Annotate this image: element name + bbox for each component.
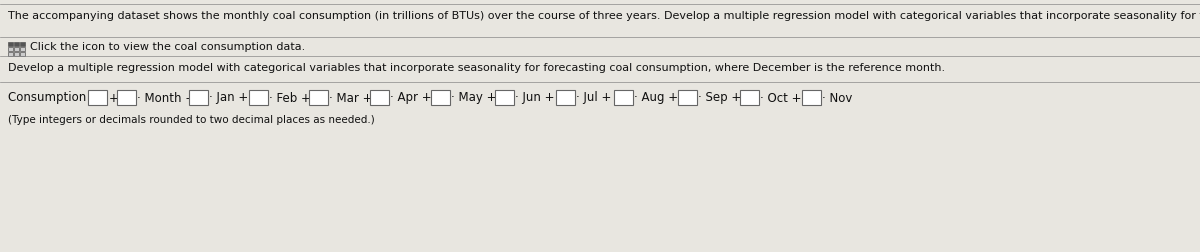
FancyBboxPatch shape (248, 90, 268, 105)
FancyBboxPatch shape (739, 90, 758, 105)
Text: Click the icon to view the coal consumption data.: Click the icon to view the coal consumpt… (30, 42, 305, 52)
FancyBboxPatch shape (116, 90, 136, 105)
Text: · Mar +: · Mar + (329, 91, 372, 104)
FancyBboxPatch shape (308, 90, 328, 105)
FancyBboxPatch shape (8, 48, 13, 52)
FancyBboxPatch shape (14, 48, 19, 52)
FancyBboxPatch shape (370, 90, 389, 105)
FancyBboxPatch shape (20, 53, 25, 57)
FancyBboxPatch shape (188, 90, 208, 105)
FancyBboxPatch shape (20, 43, 25, 47)
Text: · Nov: · Nov (822, 91, 852, 104)
Text: (Type integers or decimals rounded to two decimal places as needed.): (Type integers or decimals rounded to tw… (8, 115, 374, 124)
FancyBboxPatch shape (613, 90, 632, 105)
FancyBboxPatch shape (14, 43, 19, 47)
Text: · Jul +: · Jul + (576, 91, 611, 104)
FancyBboxPatch shape (88, 90, 107, 105)
FancyBboxPatch shape (8, 53, 13, 57)
Text: · May +: · May + (451, 91, 497, 104)
Text: · Jan +: · Jan + (209, 91, 248, 104)
Text: · Jun +: · Jun + (515, 91, 554, 104)
Text: The accompanying dataset shows the monthly coal consumption (in trillions of BTU: The accompanying dataset shows the month… (8, 11, 1200, 21)
FancyBboxPatch shape (494, 90, 514, 105)
Text: Consumption =: Consumption = (8, 91, 100, 104)
Text: · Month +: · Month + (137, 91, 196, 104)
FancyBboxPatch shape (14, 53, 19, 57)
FancyBboxPatch shape (556, 90, 575, 105)
Text: Develop a multiple regression model with categorical variables that incorporate : Develop a multiple regression model with… (8, 63, 946, 73)
FancyBboxPatch shape (678, 90, 696, 105)
Text: · Aug +: · Aug + (634, 91, 678, 104)
FancyBboxPatch shape (431, 90, 450, 105)
FancyBboxPatch shape (8, 43, 13, 47)
Text: · Feb +: · Feb + (269, 91, 311, 104)
FancyBboxPatch shape (802, 90, 821, 105)
Text: +: + (109, 91, 119, 104)
Text: · Oct +: · Oct + (760, 91, 802, 104)
Text: · Sep +: · Sep + (698, 91, 742, 104)
FancyBboxPatch shape (20, 48, 25, 52)
Text: · Apr +: · Apr + (390, 91, 432, 104)
